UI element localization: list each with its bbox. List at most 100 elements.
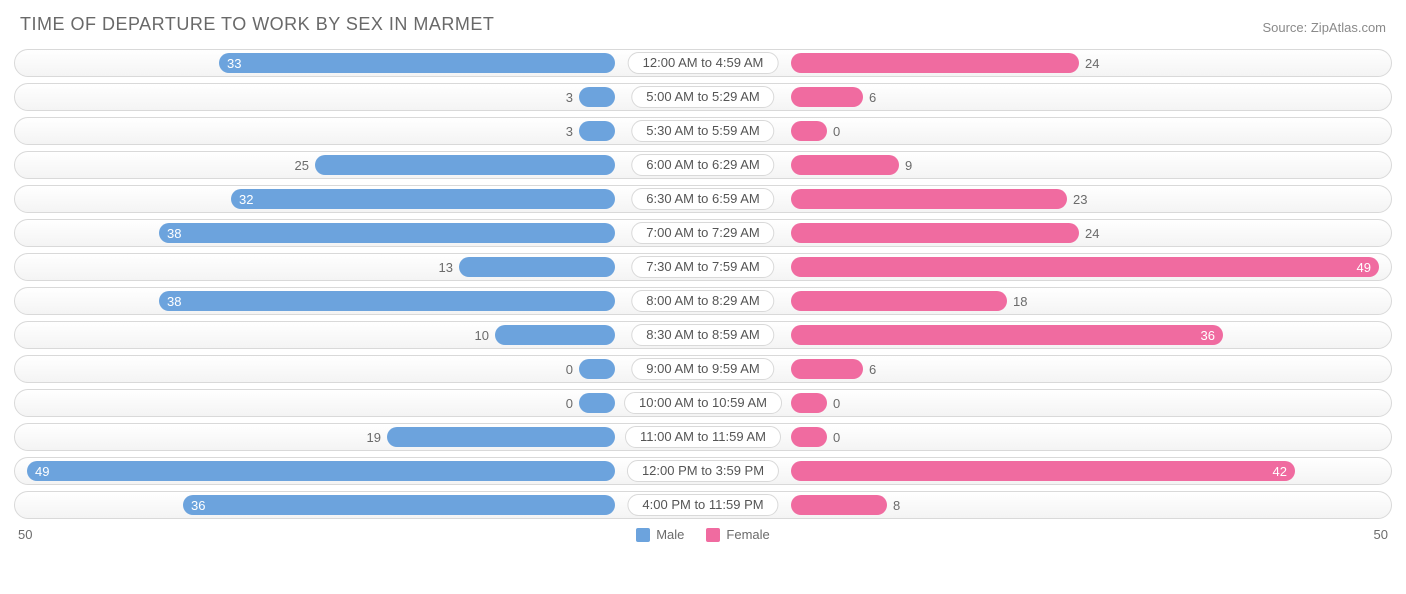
female-half: 0 bbox=[703, 424, 1391, 450]
female-value: 24 bbox=[1079, 56, 1105, 71]
female-bar bbox=[791, 393, 827, 413]
category-label: 5:30 AM to 5:59 AM bbox=[631, 120, 774, 142]
chart-row: 19 0 11:00 AM to 11:59 AM bbox=[14, 423, 1392, 451]
legend-item: Female bbox=[706, 527, 769, 542]
female-bar bbox=[791, 189, 1067, 209]
female-bar bbox=[791, 155, 899, 175]
female-bar bbox=[791, 427, 827, 447]
category-label: 12:00 AM to 4:59 AM bbox=[628, 52, 779, 74]
male-value: 33 bbox=[227, 56, 241, 71]
chart-header: TIME OF DEPARTURE TO WORK BY SEX IN MARM… bbox=[14, 10, 1392, 39]
male-value: 25 bbox=[289, 158, 315, 173]
category-label: 10:00 AM to 10:59 AM bbox=[624, 392, 782, 414]
male-half: 13 bbox=[15, 254, 703, 280]
male-value: 0 bbox=[560, 396, 579, 411]
chart-row: 25 9 6:00 AM to 6:29 AM bbox=[14, 151, 1392, 179]
category-label: 11:00 AM to 11:59 AM bbox=[625, 426, 781, 448]
chart-title: TIME OF DEPARTURE TO WORK BY SEX IN MARM… bbox=[20, 14, 494, 35]
chart-row: 10 36 8:30 AM to 8:59 AM bbox=[14, 321, 1392, 349]
category-label: 4:00 PM to 11:59 PM bbox=[627, 494, 778, 516]
male-half: 38 bbox=[15, 220, 703, 246]
male-value: 49 bbox=[35, 464, 49, 479]
female-half: 8 bbox=[703, 492, 1391, 518]
male-value: 32 bbox=[239, 192, 253, 207]
legend-label: Female bbox=[726, 527, 769, 542]
male-bar: 36 bbox=[183, 495, 615, 515]
legend-swatch bbox=[706, 528, 720, 542]
chart-row: 494212:00 PM to 3:59 PM bbox=[14, 457, 1392, 485]
female-bar: 49 bbox=[791, 257, 1379, 277]
male-bar bbox=[579, 359, 615, 379]
male-bar: 32 bbox=[231, 189, 615, 209]
female-bar: 36 bbox=[791, 325, 1223, 345]
male-half: 25 bbox=[15, 152, 703, 178]
category-label: 8:00 AM to 8:29 AM bbox=[631, 290, 774, 312]
female-value: 49 bbox=[1357, 260, 1371, 275]
category-label: 6:00 AM to 6:29 AM bbox=[631, 154, 774, 176]
male-half: 10 bbox=[15, 322, 703, 348]
category-label: 6:30 AM to 6:59 AM bbox=[631, 188, 774, 210]
male-bar bbox=[579, 87, 615, 107]
female-value: 8 bbox=[887, 498, 906, 513]
chart-row: 38247:00 AM to 7:29 AM bbox=[14, 219, 1392, 247]
chart-row: 305:30 AM to 5:59 AM bbox=[14, 117, 1392, 145]
category-label: 8:30 AM to 8:59 AM bbox=[631, 324, 774, 346]
female-value: 0 bbox=[827, 430, 846, 445]
female-half: 0 bbox=[703, 118, 1391, 144]
legend-label: Male bbox=[656, 527, 684, 542]
female-value: 6 bbox=[863, 90, 882, 105]
axis-max-right: 50 bbox=[1374, 527, 1388, 542]
female-bar bbox=[791, 495, 887, 515]
chart-row: 36 8 4:00 PM to 11:59 PM bbox=[14, 491, 1392, 519]
male-half: 38 bbox=[15, 288, 703, 314]
category-label: 9:00 AM to 9:59 AM bbox=[631, 358, 774, 380]
female-bar bbox=[791, 223, 1079, 243]
chart-row: 0 0 10:00 AM to 10:59 AM bbox=[14, 389, 1392, 417]
female-value: 0 bbox=[827, 396, 846, 411]
male-half: 19 bbox=[15, 424, 703, 450]
female-half: 6 bbox=[703, 84, 1391, 110]
male-half: 49 bbox=[15, 458, 703, 484]
axis-max-left: 50 bbox=[18, 527, 32, 542]
female-half: 24 bbox=[703, 220, 1391, 246]
female-bar bbox=[791, 291, 1007, 311]
male-bar bbox=[579, 393, 615, 413]
male-bar bbox=[387, 427, 615, 447]
female-value: 23 bbox=[1067, 192, 1093, 207]
female-value: 9 bbox=[899, 158, 918, 173]
male-bar: 38 bbox=[159, 291, 615, 311]
female-half: 6 bbox=[703, 356, 1391, 382]
legend: Male Female bbox=[636, 527, 770, 542]
female-half: 24 bbox=[703, 50, 1391, 76]
female-half: 36 bbox=[703, 322, 1391, 348]
male-bar bbox=[459, 257, 615, 277]
female-value: 6 bbox=[863, 362, 882, 377]
male-value: 13 bbox=[433, 260, 459, 275]
category-label: 5:00 AM to 5:29 AM bbox=[631, 86, 774, 108]
female-value: 18 bbox=[1007, 294, 1033, 309]
male-bar: 38 bbox=[159, 223, 615, 243]
female-bar bbox=[791, 87, 863, 107]
chart-rows: 33 24 12:00 AM to 4:59 AM 36 5:00 AM to 5:29… bbox=[14, 49, 1392, 519]
female-bar bbox=[791, 53, 1079, 73]
male-bar: 49 bbox=[27, 461, 615, 481]
female-bar bbox=[791, 121, 827, 141]
chart-row: 33 24 12:00 AM to 4:59 AM bbox=[14, 49, 1392, 77]
male-half: 0 bbox=[15, 390, 703, 416]
male-value: 0 bbox=[560, 362, 579, 377]
male-value: 38 bbox=[167, 226, 181, 241]
female-bar: 42 bbox=[791, 461, 1295, 481]
male-value: 38 bbox=[167, 294, 181, 309]
category-label: 7:30 AM to 7:59 AM bbox=[631, 256, 774, 278]
chart-row: 0 6 9:00 AM to 9:59 AM bbox=[14, 355, 1392, 383]
male-half: 0 bbox=[15, 356, 703, 382]
male-bar bbox=[495, 325, 615, 345]
chart-source: Source: ZipAtlas.com bbox=[1262, 20, 1386, 35]
male-value: 10 bbox=[469, 328, 495, 343]
chart-row: 365:00 AM to 5:29 AM bbox=[14, 83, 1392, 111]
female-value: 0 bbox=[827, 124, 846, 139]
female-half: 0 bbox=[703, 390, 1391, 416]
legend-swatch bbox=[636, 528, 650, 542]
male-value: 19 bbox=[361, 430, 387, 445]
male-bar: 33 bbox=[219, 53, 615, 73]
